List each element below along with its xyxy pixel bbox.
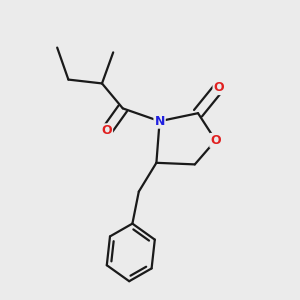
Text: O: O [210,134,221,147]
Text: O: O [101,124,112,137]
Text: O: O [214,81,224,94]
Text: N: N [154,115,165,128]
